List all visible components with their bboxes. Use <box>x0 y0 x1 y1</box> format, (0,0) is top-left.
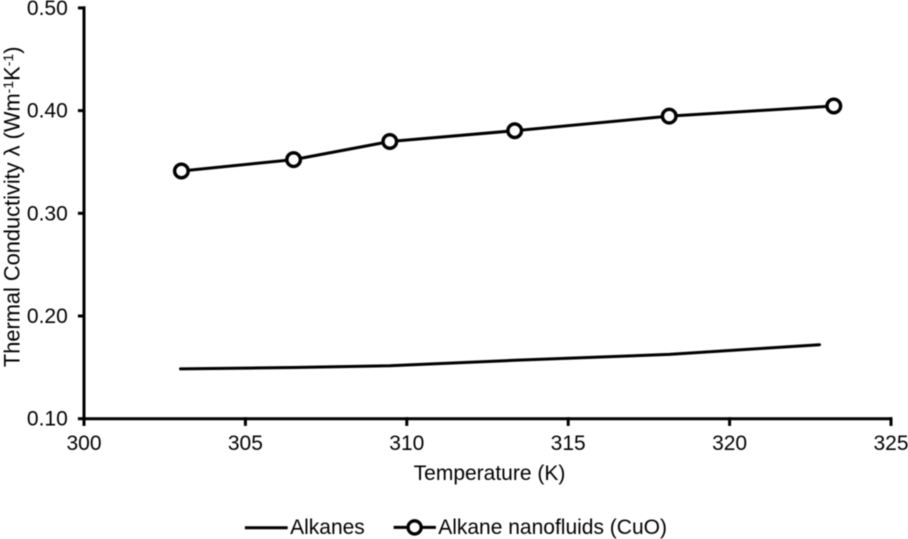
svg-text:305: 305 <box>228 432 263 455</box>
svg-text:0.30: 0.30 <box>27 202 68 225</box>
svg-text:300: 300 <box>66 432 101 455</box>
svg-text:325: 325 <box>873 432 908 455</box>
svg-text:Thermal Conductivity λ (Wm-1K-: Thermal Conductivity λ (Wm-1K-1) <box>0 46 25 367</box>
svg-text:310: 310 <box>389 432 424 455</box>
svg-text:0.20: 0.20 <box>27 305 68 328</box>
svg-text:Temperature (K): Temperature (K) <box>414 462 566 485</box>
svg-text:0.50: 0.50 <box>27 0 68 20</box>
svg-text:Alkanes: Alkanes <box>290 516 365 539</box>
svg-text:Alkane nanofluids (CuO): Alkane nanofluids (CuO) <box>438 516 667 539</box>
svg-text:320: 320 <box>712 432 747 455</box>
svg-text:315: 315 <box>551 432 586 455</box>
svg-text:0.40: 0.40 <box>27 100 68 123</box>
svg-text:0.10: 0.10 <box>27 408 68 431</box>
